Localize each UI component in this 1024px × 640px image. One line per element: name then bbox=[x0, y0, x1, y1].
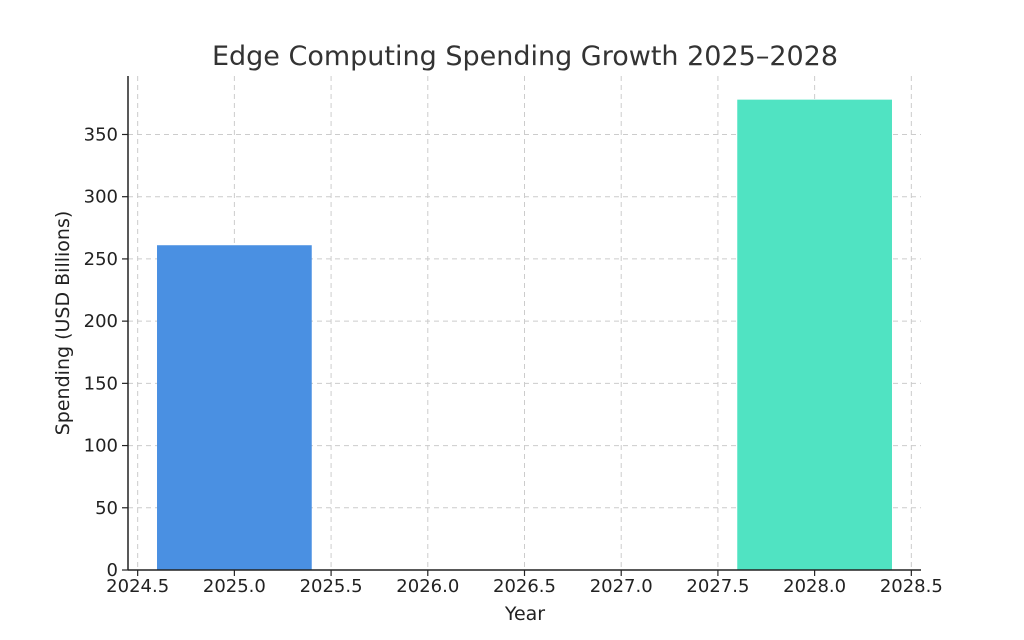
x-tick-label-2: 2025.5 bbox=[300, 576, 363, 597]
x-tick-label-6: 2027.5 bbox=[686, 576, 749, 597]
chart-title: Edge Computing Spending Growth 2025–2028 bbox=[212, 41, 838, 72]
y-tick-label-7: 350 bbox=[84, 124, 118, 145]
x-tick-label-3: 2026.0 bbox=[396, 576, 459, 597]
bar-2025 bbox=[157, 245, 312, 570]
y-tick-label-0: 0 bbox=[107, 560, 118, 581]
x-tick-label-8: 2028.5 bbox=[880, 576, 943, 597]
y-tick-label-2: 100 bbox=[84, 436, 118, 457]
bars bbox=[157, 99, 892, 570]
y-tick-label-3: 150 bbox=[84, 373, 118, 394]
y-tick-label-6: 300 bbox=[84, 187, 118, 208]
x-ticks: 2024.5 2025.0 2025.5 2026.0 2026.5 2027.0 2027… bbox=[106, 570, 943, 597]
x-tick-label-4: 2026.5 bbox=[493, 576, 556, 597]
y-tick-label-5: 250 bbox=[84, 249, 118, 270]
y-axis-label: Spending (USD Billions) bbox=[52, 211, 74, 436]
x-axis-label: Year bbox=[504, 603, 545, 625]
x-tick-label-0: 2024.5 bbox=[106, 576, 169, 597]
y-tick-label-1: 50 bbox=[95, 498, 118, 519]
y-tick-label-4: 200 bbox=[84, 311, 118, 332]
x-tick-label-5: 2027.0 bbox=[590, 576, 653, 597]
y-ticks: 0 50 100 150 200 250 300 350 bbox=[84, 124, 128, 581]
x-tick-label-1: 2025.0 bbox=[203, 576, 266, 597]
x-tick-label-7: 2028.0 bbox=[783, 576, 846, 597]
bar-2028 bbox=[737, 99, 892, 570]
